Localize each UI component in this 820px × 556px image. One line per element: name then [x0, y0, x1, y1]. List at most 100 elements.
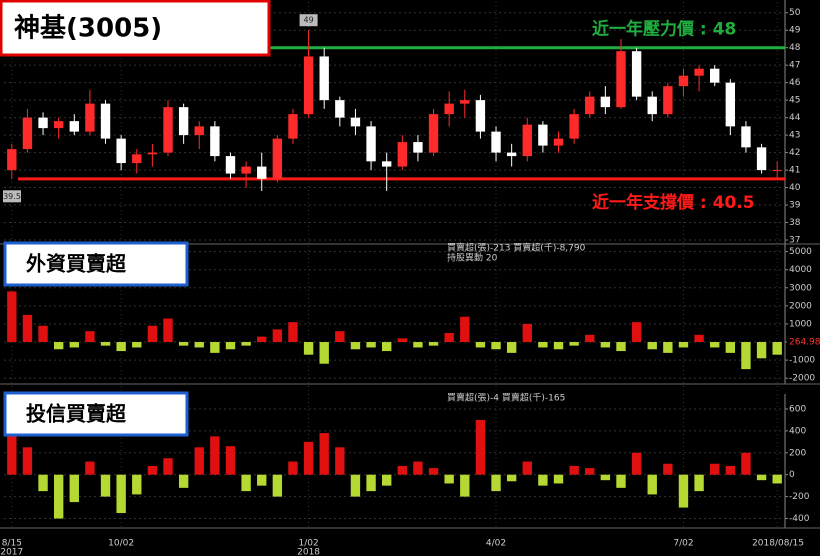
y-tick-label: 400	[789, 426, 806, 436]
candle-body	[428, 114, 439, 153]
bar	[53, 474, 64, 519]
bar	[694, 474, 704, 492]
bar	[663, 342, 673, 353]
bar	[756, 342, 767, 359]
candle-body	[116, 138, 126, 164]
bar	[350, 342, 361, 350]
marker-label: 39.5	[3, 192, 21, 201]
candle-body	[491, 131, 501, 153]
bar	[382, 474, 392, 486]
bar	[678, 474, 689, 508]
bar	[538, 342, 548, 348]
bar	[210, 342, 220, 353]
y-tick-label: 3000	[789, 283, 812, 293]
level-label: 近一年壓力價 : 48	[592, 19, 736, 40]
bar	[7, 291, 17, 343]
bar	[538, 474, 548, 486]
bar	[553, 342, 564, 350]
candle-body	[725, 82, 736, 127]
y-tick-label: 42	[789, 148, 800, 158]
bar	[725, 342, 736, 353]
bar	[460, 474, 470, 497]
bar	[132, 342, 142, 348]
bar	[460, 316, 470, 343]
bar	[225, 446, 236, 475]
title-box	[0, 0, 271, 57]
bar	[178, 474, 189, 488]
candle-body	[241, 166, 251, 174]
x-tick-label: 2018/08/15	[752, 539, 804, 549]
level-label: 近一年支撐價 : 40.5	[592, 192, 755, 213]
bar	[585, 334, 595, 343]
bar	[288, 461, 298, 475]
bar	[147, 325, 158, 343]
bar	[428, 342, 439, 346]
bar	[631, 322, 642, 343]
bar	[491, 474, 501, 492]
bar	[756, 474, 767, 481]
title: 外資買賣超	[26, 252, 127, 276]
bar	[85, 461, 95, 475]
bar	[366, 342, 376, 348]
candle-body	[506, 152, 517, 157]
title-box	[3, 241, 189, 287]
bar	[506, 342, 517, 353]
y-tick-label: 1000	[789, 319, 812, 329]
bar	[147, 465, 158, 475]
bar	[741, 342, 751, 370]
marker-box	[3, 190, 21, 203]
candle-body	[553, 138, 564, 146]
candle-body	[460, 100, 470, 104]
bar	[116, 474, 126, 514]
y-tick-label: 4000	[789, 265, 812, 275]
bar	[178, 342, 189, 346]
candle-body	[38, 117, 48, 129]
bar	[569, 342, 579, 346]
y-tick-label: 600	[789, 404, 806, 414]
legend-text: 買賣超(張)-4 買賣超(千)-165	[447, 392, 565, 404]
y-tick-label: 2000	[789, 301, 812, 311]
bar	[225, 342, 236, 350]
bar	[163, 318, 173, 343]
y-tick-label: 50	[789, 8, 801, 18]
candle-body	[444, 103, 454, 115]
candle-body	[319, 56, 329, 101]
bar	[428, 468, 439, 475]
candle-body	[178, 107, 189, 136]
bar	[100, 342, 111, 346]
candle-body	[397, 142, 407, 167]
x-year-label: 2018	[297, 548, 320, 556]
bar	[69, 342, 79, 348]
bar	[397, 338, 407, 343]
candle-body	[303, 56, 314, 115]
y-tick-label: -1000	[789, 356, 815, 366]
bar	[100, 474, 111, 497]
bar	[38, 474, 48, 492]
x-tick-label: 1/02	[298, 539, 318, 549]
bar	[475, 419, 486, 475]
bar	[616, 474, 626, 488]
candle-body	[600, 96, 611, 108]
x-year-label: 2017	[0, 548, 23, 556]
bar	[647, 474, 657, 495]
x-tick-label: 7/02	[673, 539, 693, 549]
candle-body	[100, 103, 111, 139]
bar	[350, 474, 361, 497]
y-tick-label: 43	[789, 131, 800, 141]
bar	[631, 452, 642, 475]
candle-body	[288, 114, 298, 139]
bar	[257, 474, 267, 486]
bar	[663, 463, 673, 475]
bar	[522, 461, 532, 475]
y-tick-label: 5000	[789, 247, 812, 257]
bar	[22, 314, 33, 343]
y-tick-label: 45	[789, 96, 800, 106]
candle-body	[272, 138, 283, 179]
bar	[585, 468, 595, 475]
candle-body	[694, 68, 704, 76]
candle-body	[663, 86, 673, 115]
bar	[569, 465, 579, 475]
bar	[366, 474, 376, 492]
candle-body	[85, 103, 95, 132]
bar	[319, 342, 329, 364]
